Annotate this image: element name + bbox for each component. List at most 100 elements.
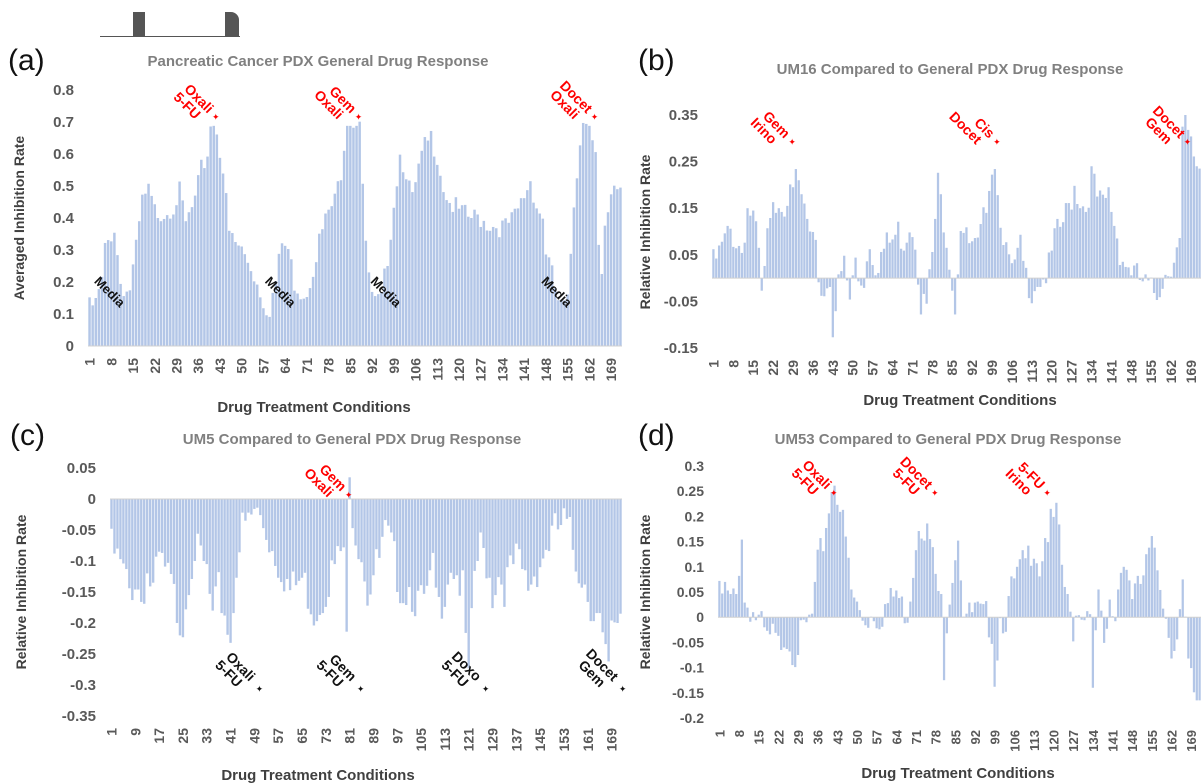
bar [892, 596, 895, 618]
bar [1015, 566, 1019, 618]
bar [144, 193, 147, 346]
bar [122, 296, 125, 346]
bar [470, 499, 473, 609]
bar [265, 499, 268, 540]
bar [196, 499, 199, 534]
bar [259, 297, 262, 346]
bar [1141, 278, 1144, 282]
annotation-star: ✦ [788, 137, 796, 147]
bar [578, 145, 582, 346]
x-tick-label: 145 [532, 728, 548, 752]
bar [1139, 583, 1142, 618]
bar [262, 499, 265, 529]
x-axis-label: Drug Treatment Conditions [221, 767, 414, 783]
bar [1187, 129, 1190, 279]
x-tick-label: 148 [1123, 360, 1139, 384]
bar [402, 499, 405, 604]
bar [491, 499, 494, 609]
x-tick-label: 120 [1044, 360, 1060, 384]
y-tick-label: 0 [88, 491, 96, 508]
bar [187, 212, 191, 346]
bar [888, 242, 891, 279]
bar [613, 185, 616, 346]
bar [277, 253, 281, 346]
bar [1035, 563, 1038, 618]
bar [1067, 203, 1070, 279]
bar [754, 221, 758, 279]
x-tick-label: 169 [603, 358, 619, 382]
bar [128, 290, 132, 346]
bar [524, 499, 527, 571]
x-tick-label: 71 [904, 360, 920, 376]
bar [880, 252, 883, 279]
bar [512, 499, 515, 565]
bar [190, 207, 194, 346]
bar [953, 278, 957, 315]
bar [757, 247, 761, 279]
x-tick-label: 127 [473, 358, 489, 382]
bar [1105, 617, 1109, 629]
bar [479, 226, 482, 346]
bar [384, 499, 387, 521]
bar [845, 278, 849, 281]
bar [169, 499, 173, 575]
bar [1047, 252, 1051, 279]
x-tick-label: 57 [865, 360, 881, 376]
bar [885, 232, 888, 279]
bar [1005, 242, 1008, 279]
annotation-star: ✦ [1184, 137, 1192, 147]
bar [1172, 262, 1176, 279]
bar [255, 284, 259, 346]
bar [1030, 278, 1033, 304]
y-tick-label: 0.35 [669, 107, 698, 124]
annotation-star: ✦ [256, 684, 264, 694]
x-tick-label: 99 [988, 730, 1003, 744]
bar [563, 300, 566, 346]
bar [875, 617, 878, 629]
bar [746, 607, 749, 618]
bar [862, 278, 866, 288]
bar [411, 192, 414, 346]
bar [172, 214, 175, 346]
x-tick-label: 17 [151, 728, 167, 744]
bar [985, 212, 988, 279]
bar [339, 180, 343, 346]
bar [763, 265, 766, 279]
bar [931, 547, 934, 618]
bar [769, 217, 772, 279]
y-tick-label: 0.25 [669, 154, 698, 171]
bar [1127, 267, 1130, 279]
bar [1124, 266, 1127, 279]
bar [128, 499, 131, 589]
bar [392, 207, 396, 346]
bar [1050, 250, 1053, 279]
bar [181, 499, 185, 638]
x-tick-label: 43 [830, 730, 845, 744]
x-tick-label: 8 [103, 358, 119, 366]
bar [422, 499, 426, 594]
bar [302, 298, 306, 346]
x-tick-label: 1 [82, 358, 98, 366]
bar [993, 169, 997, 279]
bar [439, 175, 442, 346]
x-tick-label: 71 [299, 358, 315, 374]
bar [268, 316, 271, 346]
x-tick-label: 155 [560, 358, 576, 382]
bar [1122, 566, 1125, 618]
bar [826, 278, 829, 289]
bar [229, 499, 232, 643]
bar [774, 617, 777, 633]
y-tick-label: -0.25 [62, 646, 96, 663]
bar [268, 499, 271, 553]
bar [235, 499, 238, 578]
y-tick-label: -0.05 [672, 634, 704, 650]
x-tick-label: 78 [321, 358, 337, 374]
bar [1053, 228, 1056, 279]
bar [914, 249, 917, 279]
y-tick-label: 0.25 [677, 483, 704, 499]
bar [476, 499, 479, 561]
bar [342, 499, 345, 548]
bar [760, 278, 763, 291]
bar [196, 175, 200, 346]
bar [1080, 617, 1083, 620]
